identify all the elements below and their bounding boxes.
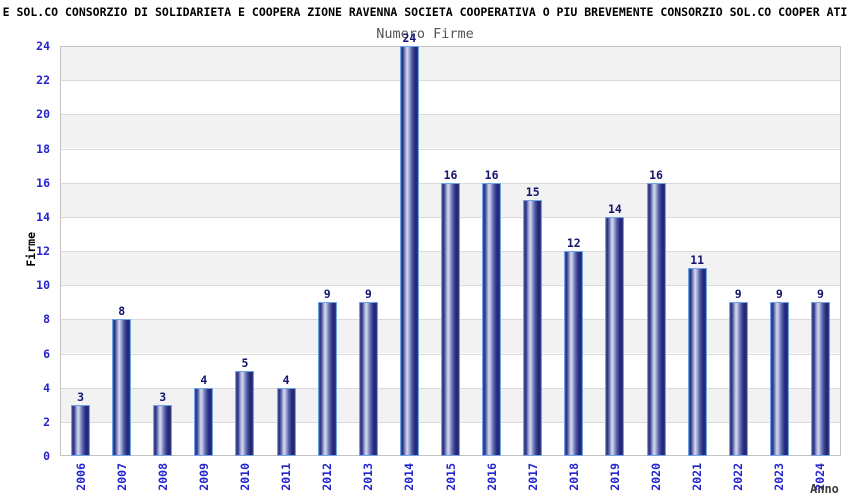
- x-tick-label: 2018: [566, 463, 581, 491]
- bar-2018: [564, 251, 584, 456]
- bar-2015: [441, 182, 460, 456]
- bar-2021: [687, 268, 707, 456]
- bar-2017: [523, 199, 543, 456]
- bar-value-label: 9: [816, 287, 824, 302]
- y-tick-label: 16: [36, 175, 50, 190]
- y-tick-label: 10: [36, 278, 50, 293]
- bar-2016: [482, 182, 502, 456]
- x-tick-label: 2012: [320, 463, 335, 491]
- bar-2011: [276, 387, 296, 456]
- bar-value-label: 16: [484, 167, 499, 182]
- x-tick-label: 2006: [73, 463, 88, 491]
- bar-2010: [235, 370, 255, 456]
- gridline: [61, 80, 840, 82]
- bar-value-label: 9: [734, 287, 742, 302]
- bar-value-label: 4: [200, 372, 208, 387]
- bar-value-label: 9: [775, 287, 783, 302]
- bar-value-label: 9: [323, 287, 331, 302]
- y-tick-label: 2: [43, 414, 50, 429]
- y-tick-label: 18: [36, 141, 50, 156]
- bar-value-label: 3: [77, 389, 85, 404]
- x-tick-label: 2021: [690, 463, 705, 491]
- x-tick-label: 2022: [731, 463, 746, 491]
- bar-2019: [605, 216, 625, 456]
- y-tick-label: 4: [43, 380, 50, 395]
- x-tick-label: 2010: [237, 463, 252, 491]
- gridline: [61, 148, 840, 150]
- bar-value-label: 3: [159, 389, 167, 404]
- bar-2007: [112, 319, 132, 456]
- bar-value-label: 24: [402, 31, 417, 45]
- y-tick-label: 24: [36, 39, 50, 53]
- bar-2013: [358, 302, 378, 456]
- plot-band: [61, 80, 840, 115]
- chart-title: E SOL.CO CONSORZIO DI SOLIDARIETA E COOP…: [2, 5, 848, 19]
- bar-2006: [71, 404, 91, 456]
- y-tick-label: 20: [36, 107, 50, 122]
- bar-value-label: 16: [443, 167, 458, 182]
- x-axis-title: Anno: [810, 482, 839, 496]
- bar-2023: [769, 302, 789, 456]
- y-tick-label: 22: [36, 73, 50, 88]
- bar-2008: [153, 404, 173, 456]
- bar-value-label: 9: [364, 287, 372, 302]
- gridline: [61, 114, 840, 116]
- x-tick-label: 2015: [443, 463, 458, 491]
- bar-2024: [810, 302, 830, 456]
- x-tick-label: 2007: [114, 463, 129, 491]
- bar-2009: [194, 387, 214, 456]
- x-tick-label: 2016: [484, 463, 499, 491]
- x-tick-label: 2008: [155, 463, 170, 491]
- y-tick-label: 0: [43, 449, 50, 463]
- y-tick-label: 8: [43, 312, 50, 327]
- bar-2020: [646, 182, 666, 456]
- bar-value-label: 5: [241, 355, 249, 370]
- y-tick-label: 12: [36, 244, 50, 258]
- chart-subtitle: Numero Firme: [376, 26, 474, 42]
- x-tick-label: 2017: [525, 463, 540, 491]
- bar-2012: [317, 302, 337, 456]
- bar-value-label: 16: [649, 167, 663, 182]
- plot-band: [61, 46, 840, 81]
- x-tick-label: 2009: [196, 463, 211, 491]
- x-tick-label: 2019: [607, 463, 622, 491]
- bar-2014: [399, 46, 419, 456]
- bar-value-label: 11: [690, 253, 705, 268]
- y-tick-label: 6: [43, 346, 50, 361]
- bar-2022: [728, 302, 748, 456]
- bar-value-label: 12: [566, 236, 581, 250]
- plot-band: [61, 148, 840, 183]
- y-tick-label: 14: [36, 209, 50, 224]
- x-tick-label: 2013: [361, 463, 376, 491]
- bar-value-label: 15: [525, 184, 540, 199]
- plot-band: [61, 114, 840, 149]
- x-tick-label: 2014: [402, 463, 417, 491]
- bar-value-label: 14: [607, 201, 622, 216]
- x-tick-label: 2020: [649, 463, 664, 491]
- bar-value-label: 4: [282, 372, 290, 387]
- x-tick-label: 2023: [772, 463, 787, 491]
- x-tick-label: 2011: [279, 463, 294, 491]
- bar-value-label: 8: [118, 304, 126, 319]
